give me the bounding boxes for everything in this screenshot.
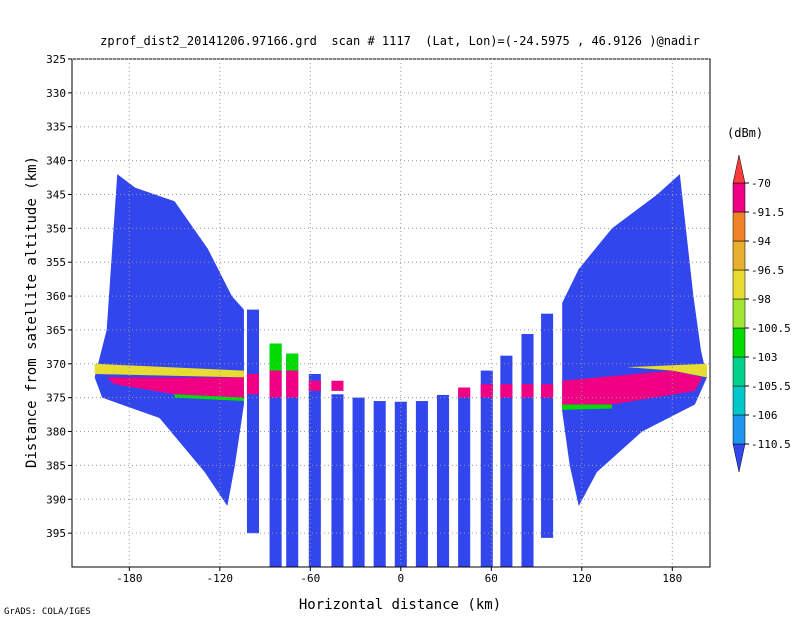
y-tick-label: 380 bbox=[46, 426, 66, 439]
colorbar-label: -94 bbox=[751, 235, 771, 248]
field-region bbox=[562, 404, 612, 410]
colorbar-label: -105.5 bbox=[751, 380, 791, 393]
field-strip bbox=[437, 394, 450, 567]
y-tick-label: 365 bbox=[46, 324, 66, 337]
field-strip bbox=[458, 387, 471, 398]
colorbar-label: -98 bbox=[751, 293, 771, 306]
colorbar-segment bbox=[732, 414, 746, 445]
field-strip bbox=[480, 370, 493, 567]
field-strip bbox=[500, 384, 513, 398]
field-strip bbox=[286, 370, 299, 398]
y-tick-label: 395 bbox=[46, 527, 66, 540]
colorbar-segment bbox=[732, 356, 746, 387]
y-tick-label: 340 bbox=[46, 155, 66, 168]
field-strip bbox=[415, 401, 428, 567]
colorbar-label: -106 bbox=[751, 409, 778, 422]
credit: GrADS: COLA/IGES bbox=[4, 607, 91, 617]
field-strip bbox=[286, 353, 299, 567]
colorbar-segment bbox=[732, 385, 746, 416]
x-tick-label: 60 bbox=[485, 572, 498, 585]
field-region bbox=[562, 370, 703, 405]
field-strip bbox=[331, 380, 344, 391]
x-tick-label: -60 bbox=[300, 572, 320, 585]
y-tick-label: 330 bbox=[46, 87, 66, 100]
colorbar-segment bbox=[732, 443, 746, 473]
field-strip bbox=[331, 394, 344, 567]
field-region bbox=[562, 174, 707, 507]
colorbar-segment bbox=[732, 154, 746, 184]
field-strip bbox=[394, 401, 407, 567]
y-tick-label: 355 bbox=[46, 256, 66, 269]
colorbar-label: -70 bbox=[751, 177, 771, 190]
colorbar-label: -100.5 bbox=[751, 322, 791, 335]
y-tick-label: 385 bbox=[46, 459, 66, 472]
field-strip bbox=[246, 309, 260, 534]
y-tick-label: 335 bbox=[46, 121, 66, 134]
field-strip bbox=[541, 384, 554, 398]
colorbar-label: (dBm) bbox=[727, 126, 763, 140]
field-region bbox=[94, 363, 244, 378]
colorbar-label: -96.5 bbox=[751, 264, 784, 277]
field-strip bbox=[373, 401, 386, 567]
field-region bbox=[94, 174, 244, 507]
colorbar-segment bbox=[732, 240, 746, 271]
x-axis-label: Horizontal distance (km) bbox=[299, 597, 501, 613]
field-strip bbox=[246, 373, 260, 395]
colorbar-segment bbox=[732, 269, 746, 300]
field-region bbox=[627, 363, 707, 378]
field-strip bbox=[500, 355, 513, 567]
colorbar-segment bbox=[732, 211, 746, 242]
field-strip bbox=[308, 380, 321, 391]
field-strip bbox=[480, 384, 493, 398]
colorbar-segment bbox=[732, 298, 746, 329]
field-strip bbox=[308, 373, 321, 567]
colorbar-segment bbox=[732, 327, 746, 358]
field-strip bbox=[352, 397, 365, 567]
field-strip bbox=[286, 353, 299, 371]
y-tick-label: 325 bbox=[46, 53, 66, 66]
x-tick-label: 0 bbox=[397, 572, 404, 585]
field-region bbox=[174, 394, 244, 402]
y-tick-label: 370 bbox=[46, 358, 66, 371]
field-strip bbox=[458, 390, 471, 567]
y-tick-label: 345 bbox=[46, 188, 66, 201]
field-strip bbox=[541, 313, 554, 538]
y-tick-label: 390 bbox=[46, 493, 66, 506]
field-strip bbox=[269, 370, 282, 398]
x-tick-label: 180 bbox=[662, 572, 682, 585]
colorbar-label: -91.5 bbox=[751, 206, 784, 219]
field-strip bbox=[269, 343, 282, 371]
y-tick-label: 375 bbox=[46, 392, 66, 405]
x-tick-label: 120 bbox=[572, 572, 592, 585]
chart-title: zprof_dist2_20141206.97166.grd scan # 11… bbox=[100, 34, 700, 48]
y-axis-label: Distance from satellite altitude (km) bbox=[24, 156, 40, 468]
x-tick-label: -180 bbox=[116, 572, 143, 585]
field-strip bbox=[521, 333, 534, 567]
field-region bbox=[106, 377, 244, 398]
colorbar-label: -103 bbox=[751, 351, 778, 364]
field bbox=[94, 174, 707, 567]
field-strip bbox=[269, 346, 282, 567]
plot-frame bbox=[71, 58, 711, 568]
colorbar-label: -110.5 bbox=[751, 438, 791, 451]
field-strip bbox=[521, 384, 534, 398]
x-tick-label: -120 bbox=[207, 572, 234, 585]
colorbar-segment bbox=[732, 182, 746, 213]
y-tick-label: 350 bbox=[46, 222, 66, 235]
y-tick-label: 360 bbox=[46, 290, 66, 303]
